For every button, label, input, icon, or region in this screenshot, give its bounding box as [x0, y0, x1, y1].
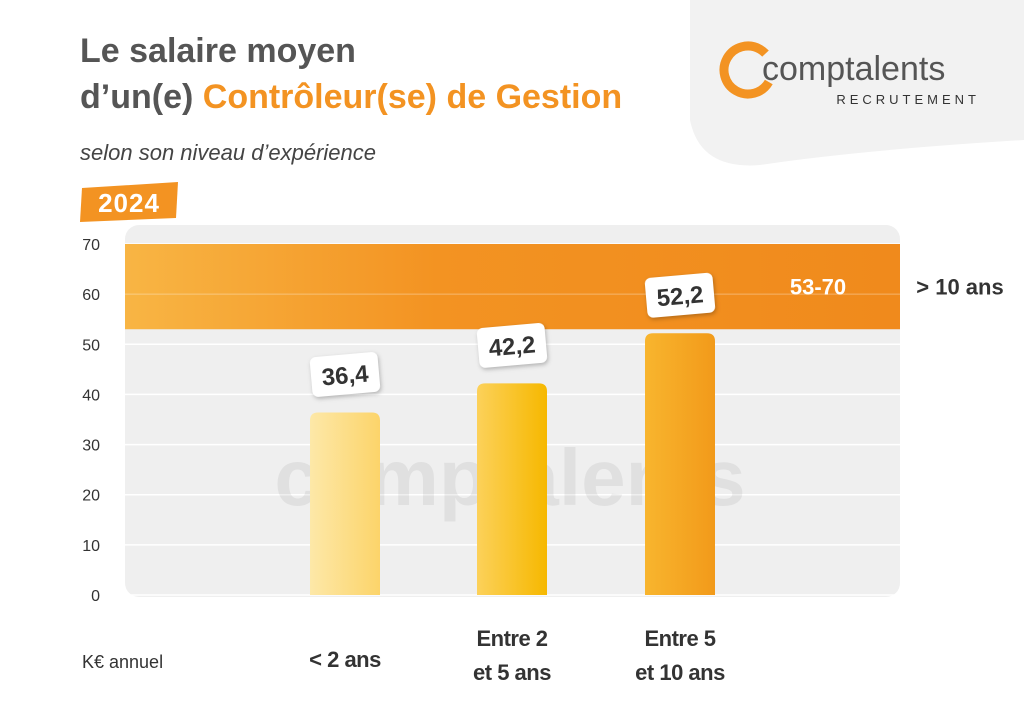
bar: [477, 383, 547, 595]
x-tick-label: Entre 2 et 5 ans: [473, 626, 551, 685]
y-unit: K€ annuel: [82, 652, 163, 672]
y-tick-label: 20: [82, 488, 100, 505]
bar: [645, 333, 715, 595]
value-label-box: [309, 352, 381, 397]
value-label: 42,2: [488, 331, 537, 362]
logo-text: comptalents: [762, 50, 945, 88]
y-tick-label: 30: [82, 438, 100, 455]
y-tick-label: 60: [82, 287, 100, 304]
range-label: 53-70: [790, 275, 846, 300]
x-tick-label: Entre 5 et 10 ans: [635, 626, 725, 685]
value-label-group: 36,4: [309, 352, 381, 397]
logo-tagline: RECRUTEMENT: [836, 92, 980, 107]
title-line-2: d’un(e) Contrôleur(se) de Gestion: [80, 78, 622, 116]
y-tick-label: 10: [82, 538, 100, 555]
background-shape: [690, 0, 1024, 166]
title-part: d’un(e): [80, 78, 203, 116]
value-label: 52,2: [656, 281, 705, 312]
value-label: 36,4: [321, 360, 371, 391]
subtitle: selon son niveau d’expérience: [80, 140, 376, 165]
title-highlight: Contrôleur(se) de Gestion: [203, 78, 622, 116]
title-line-1: Le salaire moyen: [80, 32, 356, 70]
year: 2024: [98, 188, 160, 218]
x-tick-label: < 2 ans: [309, 647, 381, 672]
value-label-box: [476, 323, 548, 368]
value-label-group: 42,2: [476, 323, 548, 368]
range-category: > 10 ans: [916, 275, 1003, 300]
logo-mark: [719, 41, 777, 99]
y-tick-label: 50: [82, 337, 100, 354]
value-label-group: 52,2: [644, 272, 716, 318]
year-badge: [80, 182, 178, 222]
y-tick-label: 0: [91, 588, 100, 605]
value-label-box: [644, 272, 716, 318]
y-tick-label: 40: [82, 387, 100, 404]
bar: [310, 412, 380, 595]
y-tick-label: 70: [82, 237, 100, 254]
range-band: [125, 244, 900, 330]
